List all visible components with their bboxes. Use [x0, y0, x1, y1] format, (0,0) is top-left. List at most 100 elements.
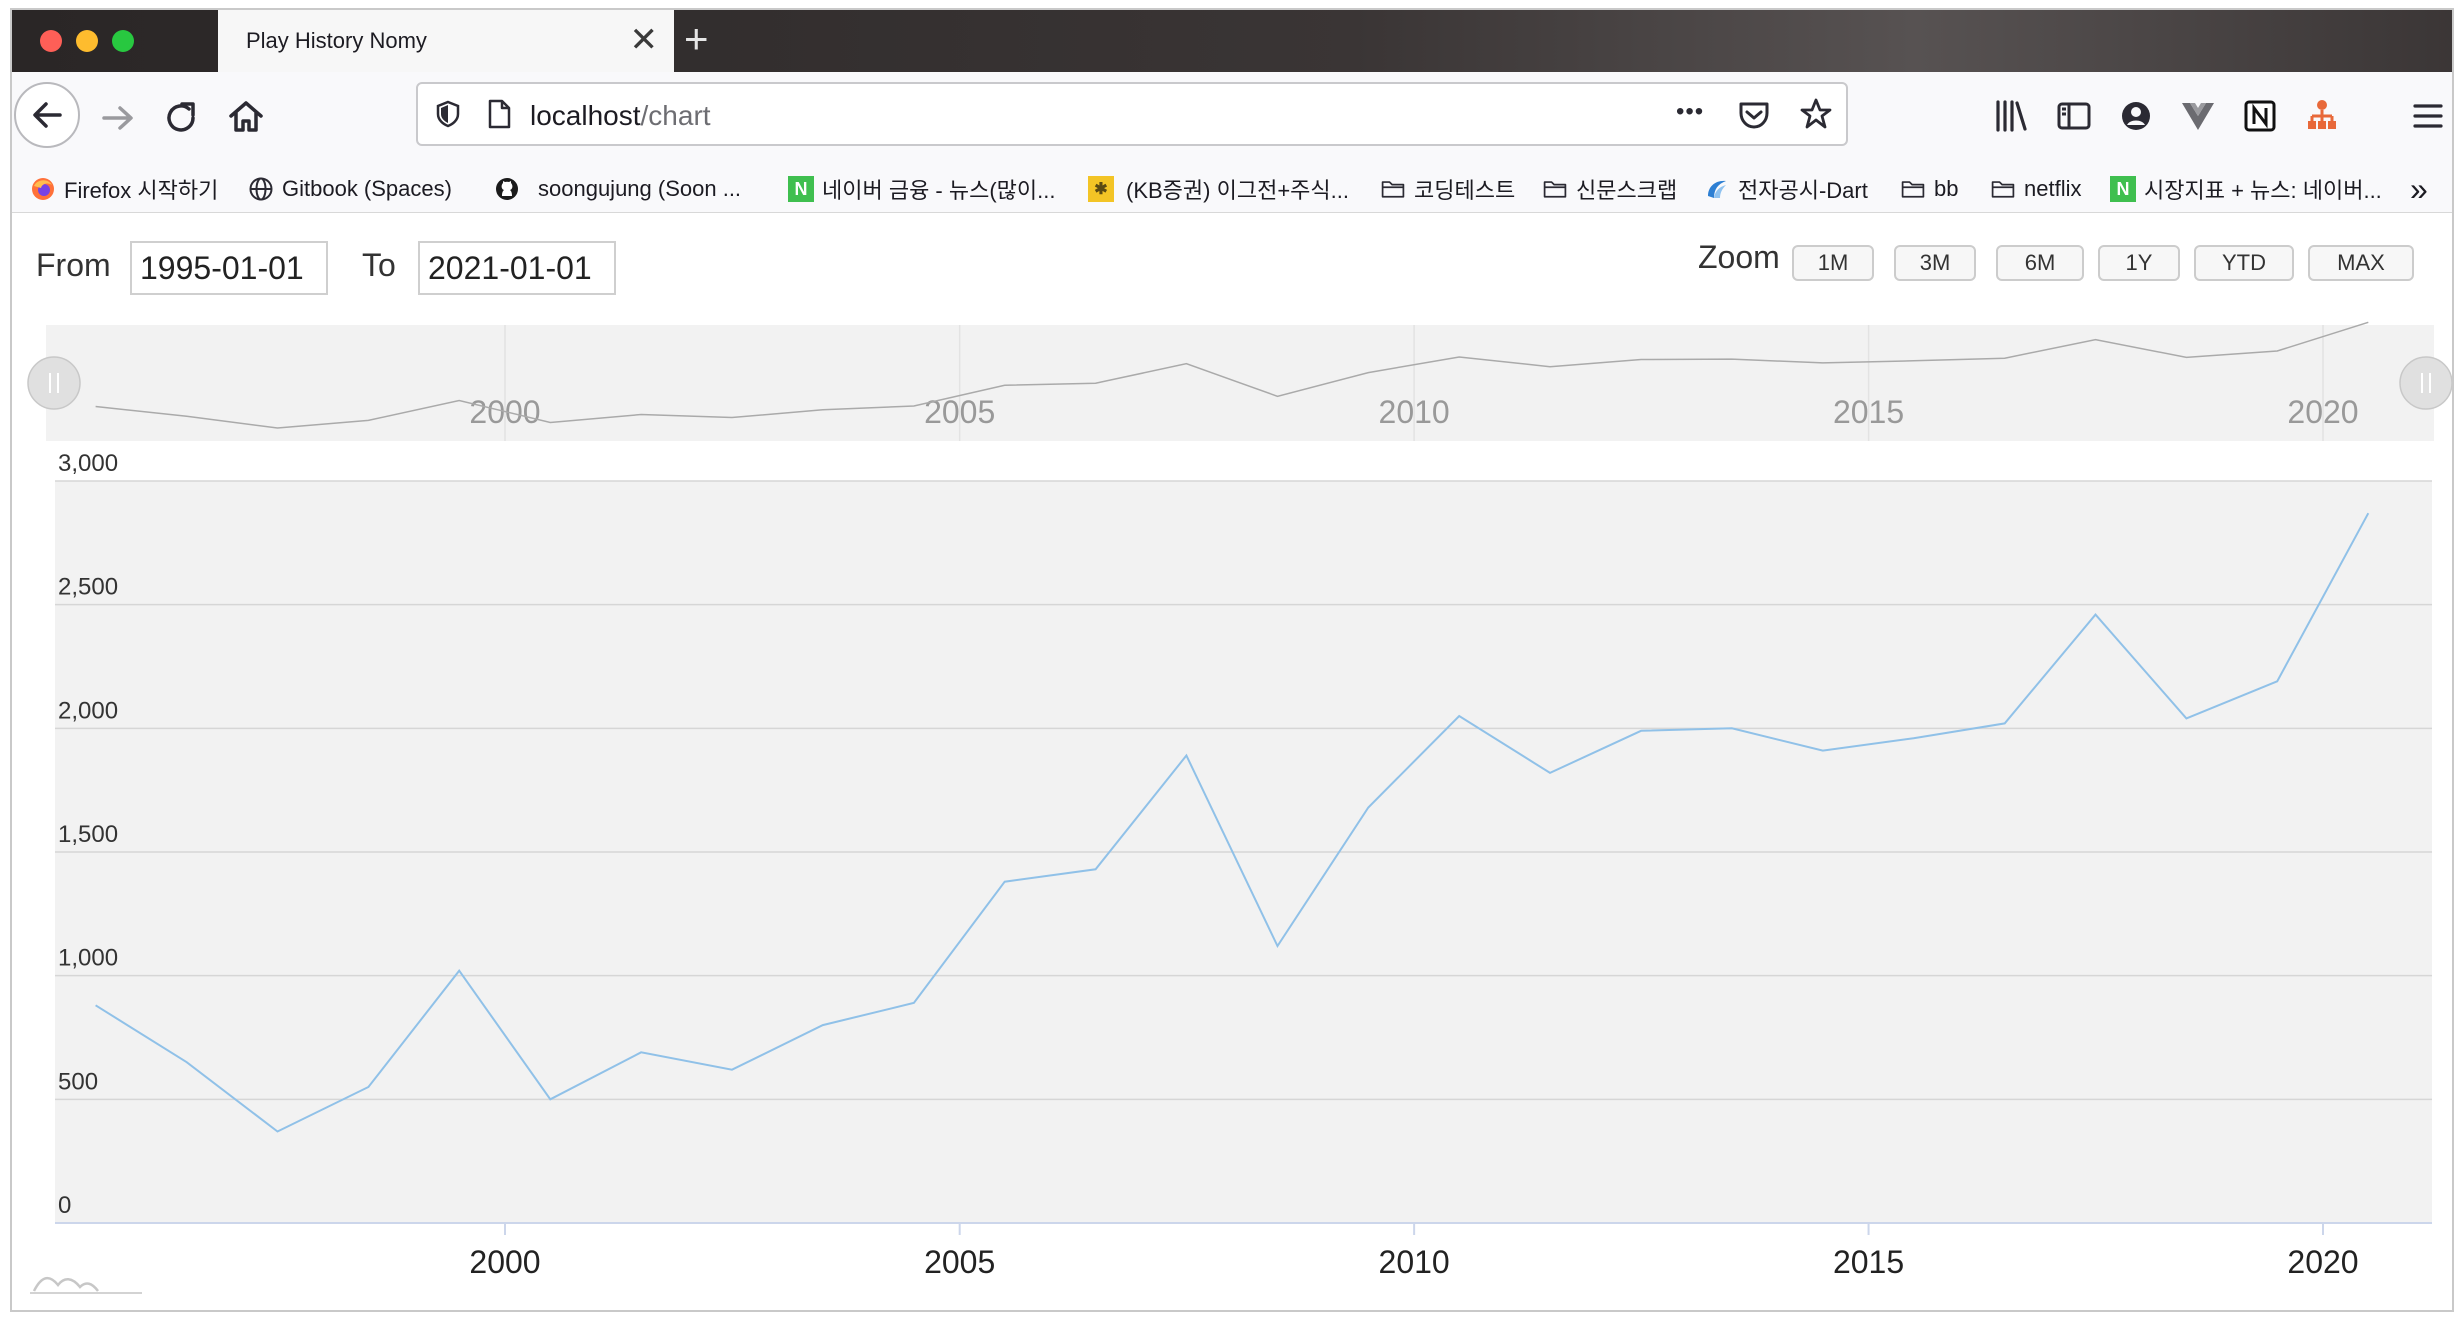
url-path: /chart: [640, 100, 711, 131]
bookmark-label: 코딩테스트: [1414, 178, 1516, 203]
navigator-series-line: [95, 321, 2369, 429]
navigator-tick-label: 2015: [1833, 394, 1904, 430]
navigator-right-handle[interactable]: [2399, 356, 2452, 410]
from-date-input[interactable]: [130, 241, 328, 295]
home-icon[interactable]: [224, 94, 268, 138]
bookmark-github[interactable]: soongujung (Soon ...: [494, 166, 741, 212]
y-tick-label: 2,000: [58, 697, 118, 724]
bookmark-label: 네이버 금융 - 뉴스(많이...: [822, 178, 1056, 203]
to-label: To: [362, 247, 396, 283]
url-host: localhost: [530, 100, 641, 131]
chevron-double-right-icon: »: [2410, 170, 2428, 207]
account-icon[interactable]: [2116, 96, 2156, 136]
folder-icon: [1991, 181, 2015, 198]
bookmark-label: Firefox 시작하기: [64, 178, 219, 203]
gridlines: [55, 480, 2432, 1224]
notion-icon[interactable]: [2240, 96, 2280, 136]
vue-devtools-icon[interactable]: [2178, 96, 2218, 136]
sidebar-icon[interactable]: [2054, 96, 2094, 136]
x-tick-label: 2000: [469, 1244, 540, 1280]
navigator-tick-label: 2005: [924, 394, 995, 430]
back-arrow-icon: [33, 102, 62, 128]
handle-knob: [27, 356, 81, 410]
bookmark-folder-bb[interactable]: bb: [1900, 166, 1958, 212]
tab-title: Play History Nomy: [246, 28, 427, 53]
naver-icon: N: [2110, 176, 2136, 202]
navigator[interactable]: 2000 2005 2010 2015 2020: [46, 321, 2434, 441]
browser-tab[interactable]: Play History Nomy ✕: [218, 10, 674, 72]
zoom-ytd-button[interactable]: YTD: [2194, 245, 2294, 281]
page-content: From To Zoom 1M 3M 6M 1Y YTD MAX 2000200…: [12, 213, 2452, 1312]
url-text[interactable]: localhost/chart: [530, 100, 711, 132]
bookmark-firefox[interactable]: Firefox 시작하기: [30, 166, 218, 212]
navigator-tick-label: 2020: [2287, 394, 2358, 430]
tab-close-icon[interactable]: ✕: [629, 21, 659, 59]
github-icon: [496, 178, 518, 200]
kb-icon: ✱: [1088, 176, 1114, 202]
bookmark-label: (KB증권) 이그전+주식...: [1126, 178, 1349, 203]
new-tab-button[interactable]: +: [684, 15, 709, 62]
bookmark-folder-news-scrap[interactable]: 신문스크랩: [1542, 166, 1677, 212]
chart-logo-icon: [30, 1277, 142, 1294]
x-tick-label: 2020: [2287, 1244, 2358, 1280]
zoom-1m-button[interactable]: 1M: [1792, 245, 1874, 281]
address-bar[interactable]: localhost/chart •••: [416, 82, 1848, 146]
navigator-handles[interactable]: [27, 356, 2452, 410]
bookmark-gitbook[interactable]: Gitbook (Spaces): [248, 166, 452, 212]
y-axis: 0 500 1,000 1,500 2,000 2,500 3,000: [58, 450, 118, 1219]
zoom-3m-button[interactable]: 3M: [1894, 245, 1976, 281]
bookmarks-overflow-button[interactable]: »: [2410, 166, 2428, 212]
browser-window: Play History Nomy ✕ +: [10, 8, 2454, 1312]
x-axis: 2000 2005 2010 2015 2020: [55, 1222, 2432, 1280]
series: [95, 512, 2370, 1133]
hamburger-menu-icon[interactable]: [2408, 96, 2448, 136]
globe-icon: [249, 177, 273, 201]
y-tick-label: 2,500: [58, 574, 118, 601]
y-tick-label: 3,000: [58, 450, 118, 477]
extension-tree-icon[interactable]: [2302, 96, 2342, 136]
bookmark-label: Gitbook (Spaces): [282, 176, 452, 201]
bookmark-label: 시장지표 + 뉴스: 네이버...: [2144, 178, 2382, 203]
minimize-window-button[interactable]: [76, 30, 98, 52]
close-window-button[interactable]: [40, 30, 62, 52]
bookmark-dart[interactable]: 전자공시-Dart: [1704, 166, 1868, 212]
bookmark-kb-securities[interactable]: ✱ (KB증권) 이그전+주식...: [1088, 166, 1349, 212]
dart-icon: [1708, 180, 1726, 198]
x-tick-label: 2005: [924, 1244, 995, 1280]
bookmark-folder-coding-test[interactable]: 코딩테스트: [1380, 166, 1515, 212]
y-tick-label: 1,500: [58, 821, 118, 848]
bookmark-label: 신문스크랩: [1576, 178, 1678, 203]
x-tick-label: 2015: [1833, 1244, 1904, 1280]
y-tick-label: 1,000: [58, 945, 118, 972]
page-actions-more-icon[interactable]: •••: [1676, 98, 1705, 125]
bookmark-label: bb: [1934, 176, 1959, 201]
zoom-6m-button[interactable]: 6M: [1996, 245, 2084, 281]
zoom-window-button[interactable]: [112, 30, 134, 52]
to-date-input[interactable]: [418, 241, 616, 295]
bookmark-folder-netflix[interactable]: netflix: [1990, 166, 2081, 212]
forward-arrow-icon[interactable]: [96, 96, 140, 140]
zoom-max-button[interactable]: MAX: [2308, 245, 2414, 281]
firefox-icon: [32, 178, 54, 200]
from-label: From: [36, 247, 111, 283]
shield-icon[interactable]: [432, 98, 464, 130]
navigation-toolbar: localhost/chart •••: [12, 72, 2452, 166]
bookmark-star-icon[interactable]: [1798, 96, 1834, 132]
x-tick-label: 2010: [1379, 1244, 1450, 1280]
pocket-icon[interactable]: [1736, 98, 1772, 132]
navigator-left-handle[interactable]: [27, 356, 81, 410]
folder-icon: [1901, 181, 1925, 198]
stock-chart[interactable]: 2000 2005 2010 2015 2020 0 500 1,000 1,500 2,000…: [12, 213, 2452, 1312]
reload-icon[interactable]: [160, 96, 204, 140]
bookmark-market-indicators[interactable]: N 시장지표 + 뉴스: 네이버...: [2110, 166, 2382, 212]
navigator-tick-label: 2010: [1379, 394, 1450, 430]
page-icon: [488, 99, 511, 129]
folder-icon: [1381, 181, 1405, 198]
y-tick-label: 0: [58, 1192, 71, 1219]
zoom-label: Zoom: [1698, 239, 1780, 275]
back-button[interactable]: [14, 82, 80, 148]
bookmark-naver-finance[interactable]: N 네이버 금융 - 뉴스(많이...: [788, 166, 1056, 212]
library-icon[interactable]: [1992, 96, 2032, 136]
title-bar: Play History Nomy ✕ +: [12, 10, 2452, 72]
zoom-1y-button[interactable]: 1Y: [2098, 245, 2180, 281]
